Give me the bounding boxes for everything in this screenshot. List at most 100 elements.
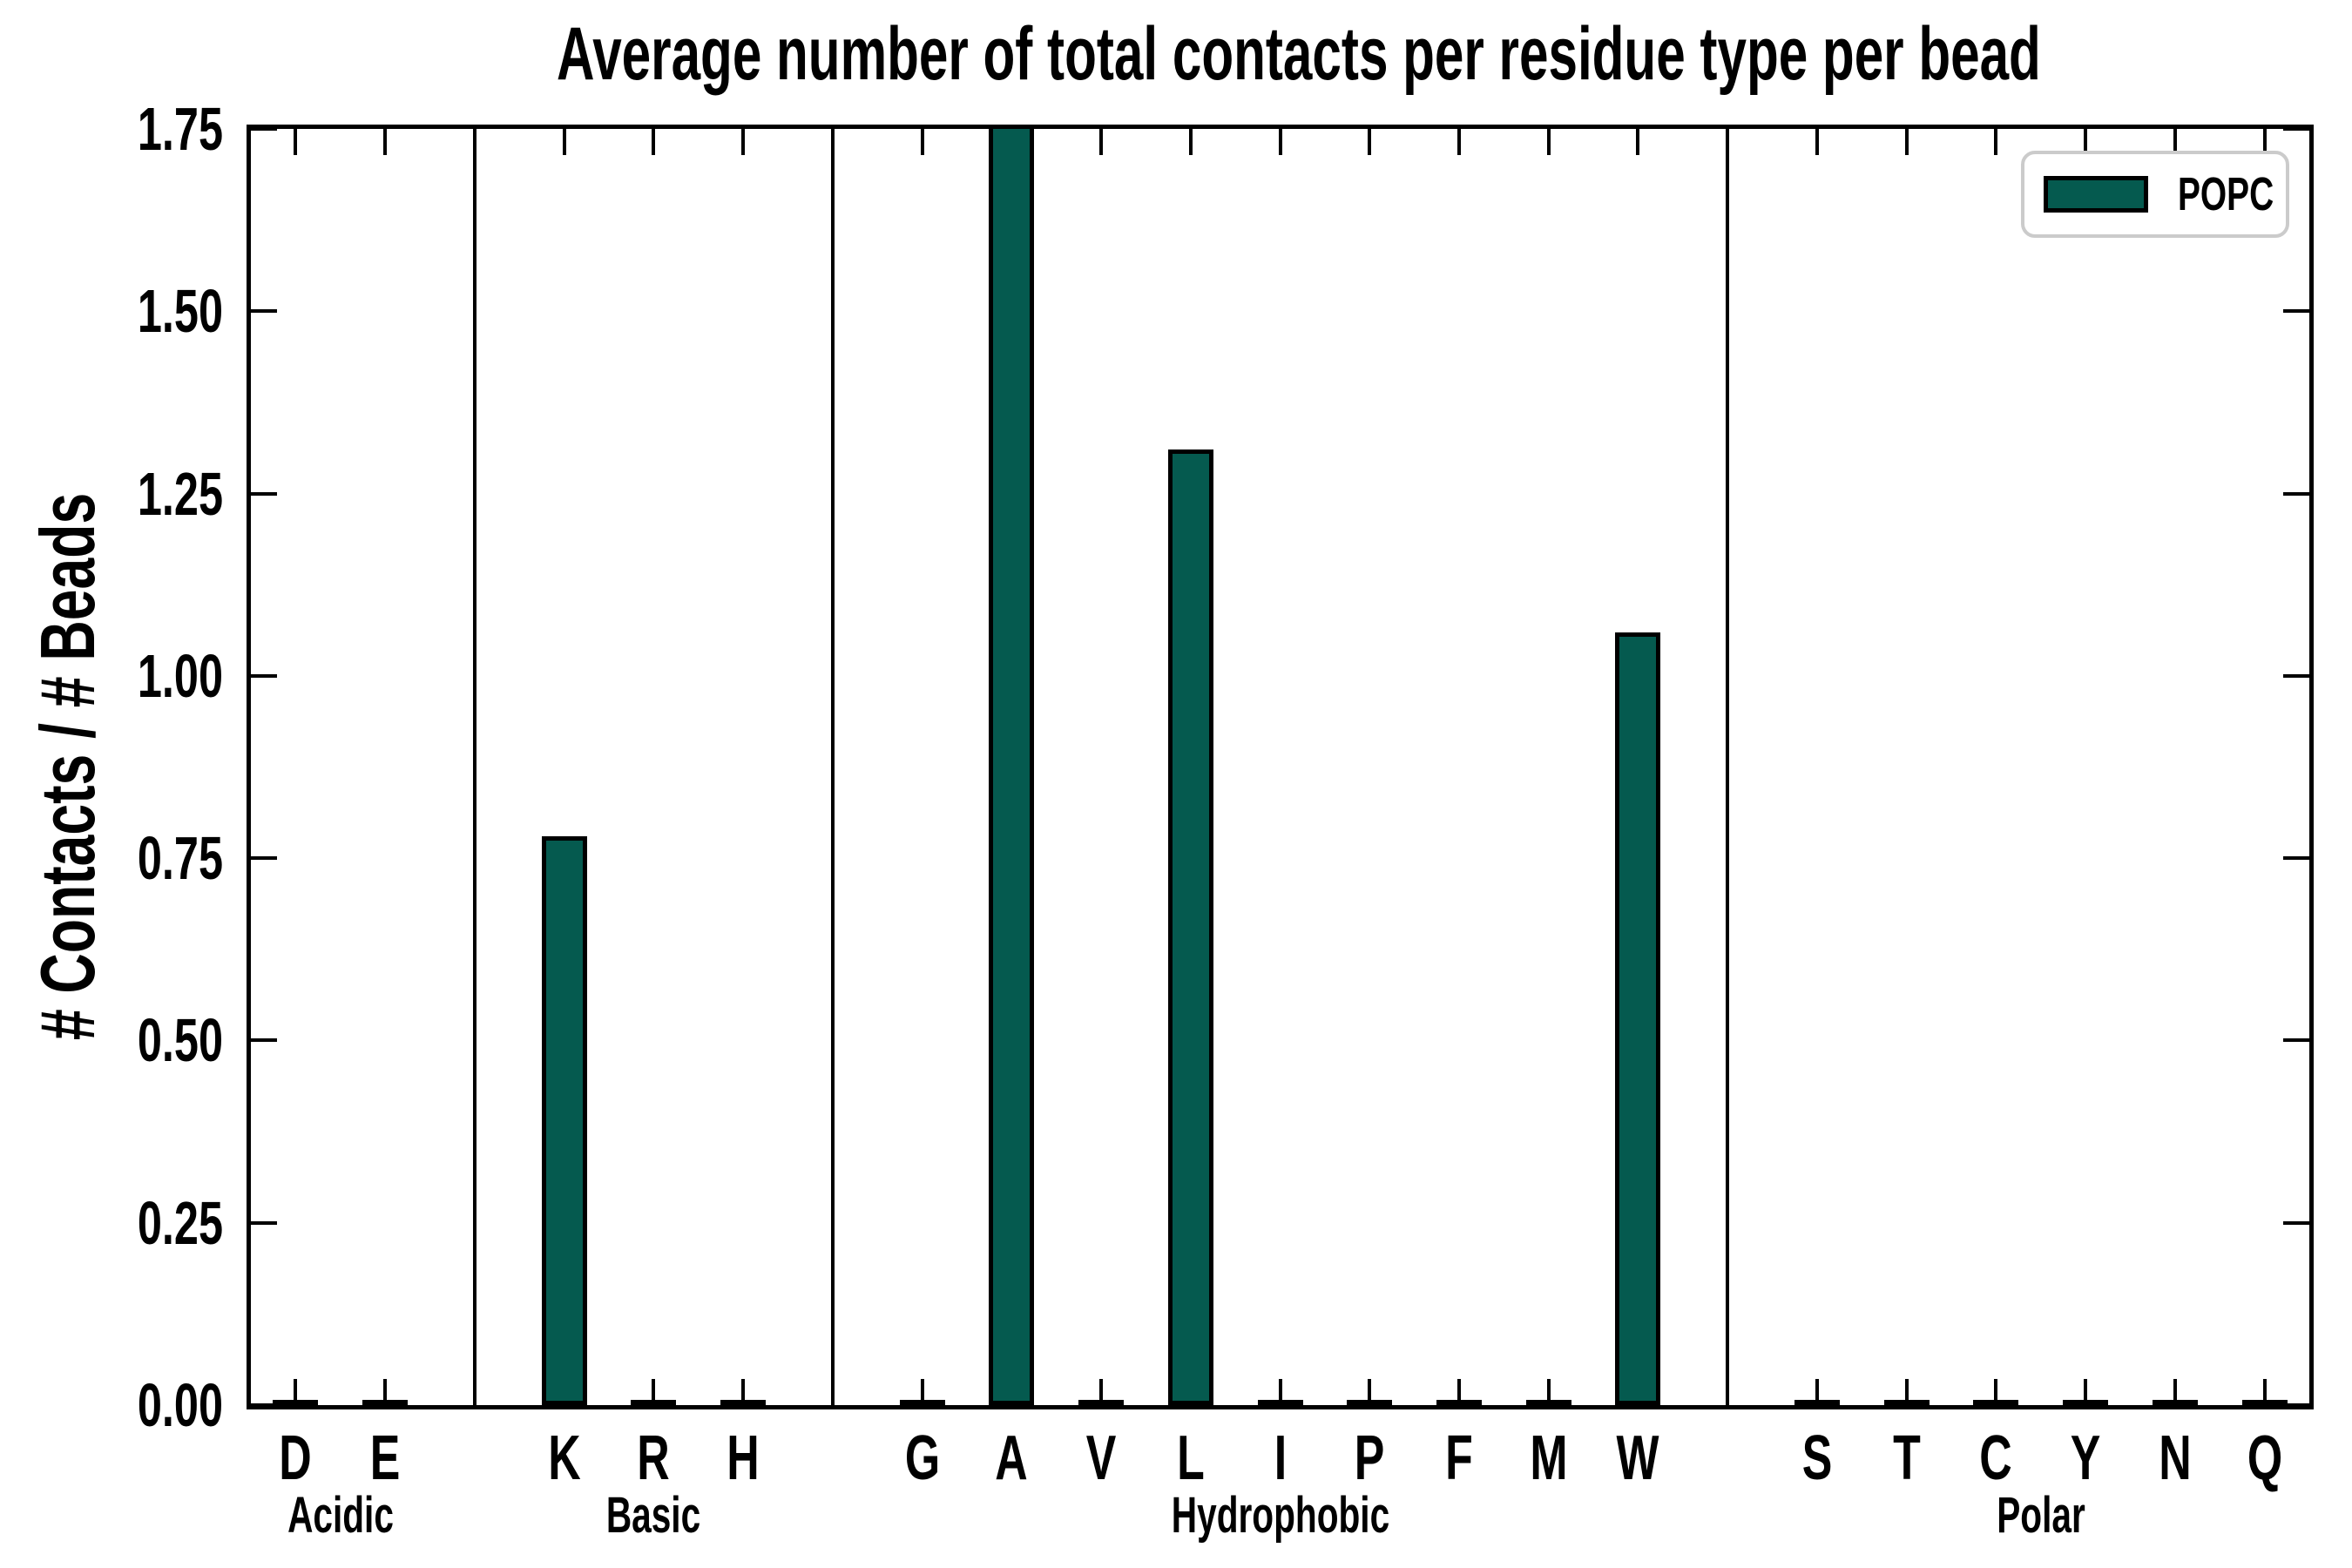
bar-Q — [2241, 1400, 2288, 1405]
y-tick-label: 1.00 — [137, 641, 223, 710]
x-tick-bottom — [2262, 1379, 2267, 1405]
y-tick-right — [2283, 127, 2309, 131]
x-tick-label-T: T — [1892, 1423, 1921, 1493]
legend-label: POPC — [2178, 168, 2274, 220]
bar-F — [1436, 1400, 1482, 1405]
y-tick-right — [2283, 1220, 2309, 1225]
x-tick-bottom — [920, 1379, 924, 1405]
chart-title: Average number of total contacts per res… — [556, 12, 2041, 96]
group-label-acidic: Acidic — [287, 1487, 394, 1544]
x-tick-label-R: R — [637, 1423, 671, 1493]
y-tick-right — [2283, 673, 2309, 678]
x-tick-label-Q: Q — [2247, 1423, 2282, 1493]
y-tick-right — [2283, 856, 2309, 861]
x-tick-top — [1188, 129, 1193, 155]
bar-G — [899, 1400, 945, 1405]
x-tick-top — [741, 129, 746, 155]
plot-area: POPC — [247, 125, 2314, 1409]
bar-P — [1347, 1400, 1393, 1405]
x-tick-top — [2262, 129, 2267, 155]
y-tick-label: 0.25 — [137, 1188, 223, 1257]
group-label-basic: Basic — [606, 1487, 701, 1544]
bar-M — [1525, 1400, 1571, 1405]
x-tick-label-W: W — [1616, 1423, 1659, 1493]
x-tick-top — [920, 129, 924, 155]
x-tick-label-V: V — [1085, 1423, 1117, 1493]
x-tick-label-C: C — [1979, 1423, 2013, 1493]
x-tick-label-H: H — [727, 1423, 760, 1493]
group-divider — [472, 129, 476, 1405]
x-tick-label-N: N — [2159, 1423, 2192, 1493]
y-tick-left — [251, 1220, 277, 1225]
x-tick-top — [1904, 129, 1909, 155]
bar-T — [1883, 1400, 1930, 1405]
x-tick-bottom — [1904, 1379, 1909, 1405]
y-tick-left — [251, 309, 277, 314]
y-tick-left — [251, 856, 277, 861]
x-tick-bottom — [1815, 1379, 1819, 1405]
x-tick-top — [383, 129, 388, 155]
y-tick-label: 0.00 — [137, 1371, 223, 1439]
bar-S — [1794, 1400, 1840, 1405]
legend: POPC — [2021, 151, 2289, 238]
y-tick-left — [251, 1403, 277, 1407]
group-label-polar: Polar — [1997, 1487, 2085, 1544]
x-tick-top — [1815, 129, 1819, 155]
bar-D — [273, 1400, 319, 1405]
x-tick-label-I: I — [1274, 1423, 1287, 1493]
x-tick-bottom — [1994, 1379, 1998, 1405]
x-tick-top — [652, 129, 656, 155]
x-tick-bottom — [2084, 1379, 2088, 1405]
x-tick-bottom — [2173, 1379, 2177, 1405]
x-tick-top — [1546, 129, 1551, 155]
x-tick-label-M: M — [1530, 1423, 1568, 1493]
x-tick-top — [1636, 129, 1640, 155]
bar-H — [720, 1400, 767, 1405]
y-tick-right — [2283, 309, 2309, 314]
bar-I — [1257, 1400, 1303, 1405]
x-tick-bottom — [652, 1379, 656, 1405]
bar-N — [2152, 1400, 2198, 1405]
bar-C — [1973, 1400, 2019, 1405]
x-tick-label-F: F — [1445, 1423, 1473, 1493]
bar-R — [631, 1400, 677, 1405]
x-tick-bottom — [1456, 1379, 1461, 1405]
group-divider — [830, 129, 835, 1405]
x-tick-label-K: K — [547, 1423, 581, 1493]
bar-Y — [2063, 1400, 2109, 1405]
y-tick-label: 0.50 — [137, 1006, 223, 1075]
bar-L — [1167, 449, 1213, 1405]
x-tick-top — [1278, 129, 1282, 155]
y-tick-left — [251, 491, 277, 496]
x-tick-bottom — [1278, 1379, 1282, 1405]
x-tick-top — [1994, 129, 1998, 155]
legend-swatch-popc — [2044, 176, 2148, 213]
bar-E — [362, 1400, 409, 1405]
x-tick-label-Y: Y — [2070, 1423, 2101, 1493]
y-axis-label: # Contacts / # Beads — [24, 492, 111, 1041]
x-tick-bottom — [741, 1379, 746, 1405]
y-tick-label: 1.25 — [137, 459, 223, 528]
y-tick-right — [2283, 1038, 2309, 1043]
bar-W — [1615, 632, 1661, 1405]
x-tick-bottom — [1099, 1379, 1104, 1405]
x-tick-top — [294, 129, 298, 155]
x-tick-label-G: G — [904, 1423, 940, 1493]
x-tick-bottom — [1368, 1379, 1372, 1405]
x-tick-top — [1368, 129, 1372, 155]
x-tick-label-L: L — [1176, 1423, 1205, 1493]
y-tick-left — [251, 127, 277, 131]
y-tick-left — [251, 1038, 277, 1043]
x-tick-top — [1099, 129, 1104, 155]
y-tick-right — [2283, 1403, 2309, 1407]
y-tick-label: 1.50 — [137, 277, 223, 346]
group-divider — [1726, 129, 1730, 1405]
bar-K — [541, 836, 587, 1405]
x-tick-bottom — [1546, 1379, 1551, 1405]
y-tick-left — [251, 673, 277, 678]
x-tick-label-A: A — [995, 1423, 1029, 1493]
bar-V — [1078, 1400, 1125, 1405]
y-tick-label: 0.75 — [137, 824, 223, 893]
x-tick-top — [562, 129, 566, 155]
